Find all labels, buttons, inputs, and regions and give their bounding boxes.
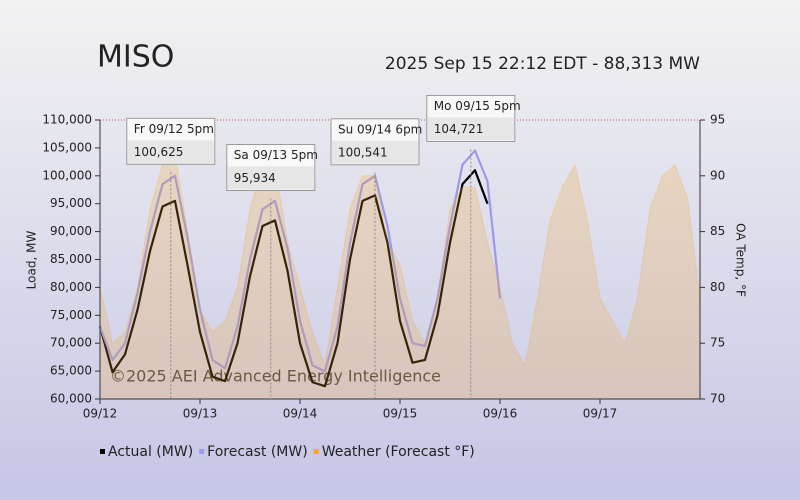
x-tick-label: 09/17	[583, 407, 618, 421]
tooltip-value-bg	[127, 140, 214, 164]
y2-tick-label: 95	[710, 113, 725, 127]
legend-marker	[100, 449, 105, 454]
x-tick-label: 09/16	[483, 407, 518, 421]
y-axis-label: Load, MW	[25, 231, 39, 290]
x-tick-label: 09/15	[383, 407, 418, 421]
load-line	[98, 149, 502, 373]
y-tick-label: 65,000	[50, 364, 92, 378]
legend-label: Forecast (MW)	[207, 444, 308, 460]
y2-axis-label: OA Temp, °F	[734, 223, 748, 297]
legend-marker	[199, 449, 205, 454]
legend-label: Weather (Forecast °F)	[322, 444, 475, 460]
y2-tick-label: 70	[710, 392, 725, 406]
load-line	[98, 169, 489, 388]
tooltip-value: 95,934	[234, 171, 276, 185]
tooltip-value-bg	[332, 140, 418, 164]
tooltip-value: 100,625	[134, 145, 184, 159]
y-tick-label: 90,000	[50, 224, 92, 238]
y-tick-label: 100,000	[42, 168, 92, 182]
y2-tick-label: 90	[710, 168, 725, 182]
y-tick-label: 105,000	[42, 140, 92, 154]
y-tick-label: 70,000	[50, 336, 92, 350]
tooltip-value: 104,721	[434, 122, 484, 136]
y-tick-label: 110,000	[42, 113, 92, 127]
y-tick-label: 60,000	[50, 392, 92, 406]
y-tick-label: 80,000	[50, 280, 92, 294]
x-tick-label: 09/14	[283, 407, 318, 421]
y2-tick-label: 80	[710, 280, 725, 294]
y2-tick-label: 75	[710, 336, 725, 350]
watermark: ©2025 AEI Advanced Energy Intelligence	[110, 367, 441, 386]
y-tick-label: 75,000	[50, 308, 92, 322]
tooltip-value: 100,541	[338, 145, 388, 159]
x-tick-label: 09/12	[83, 407, 118, 421]
tooltip-title: Mo 09/15 5pm	[434, 99, 521, 113]
x-tick-label: 09/13	[183, 407, 218, 421]
weather-area	[99, 152, 701, 400]
tooltip-value-bg	[227, 166, 314, 190]
legend-label: Actual (MW)	[108, 444, 193, 460]
y-tick-label: 85,000	[50, 252, 92, 266]
chart-subtitle: 2025 Sep 15 22:12 EDT - 88,313 MW	[385, 54, 700, 74]
tooltip-title: Fr 09/12 5pm	[134, 122, 214, 136]
y-tick-label: 95,000	[50, 196, 92, 210]
tooltip-title: Sa 09/13 5pm	[234, 148, 318, 162]
chart-title: MISO	[97, 40, 174, 75]
y2-tick-label: 85	[710, 224, 725, 238]
legend-marker	[313, 449, 319, 454]
tooltip-value-bg	[427, 117, 514, 141]
tooltip-title: Su 09/14 6pm	[338, 122, 422, 136]
